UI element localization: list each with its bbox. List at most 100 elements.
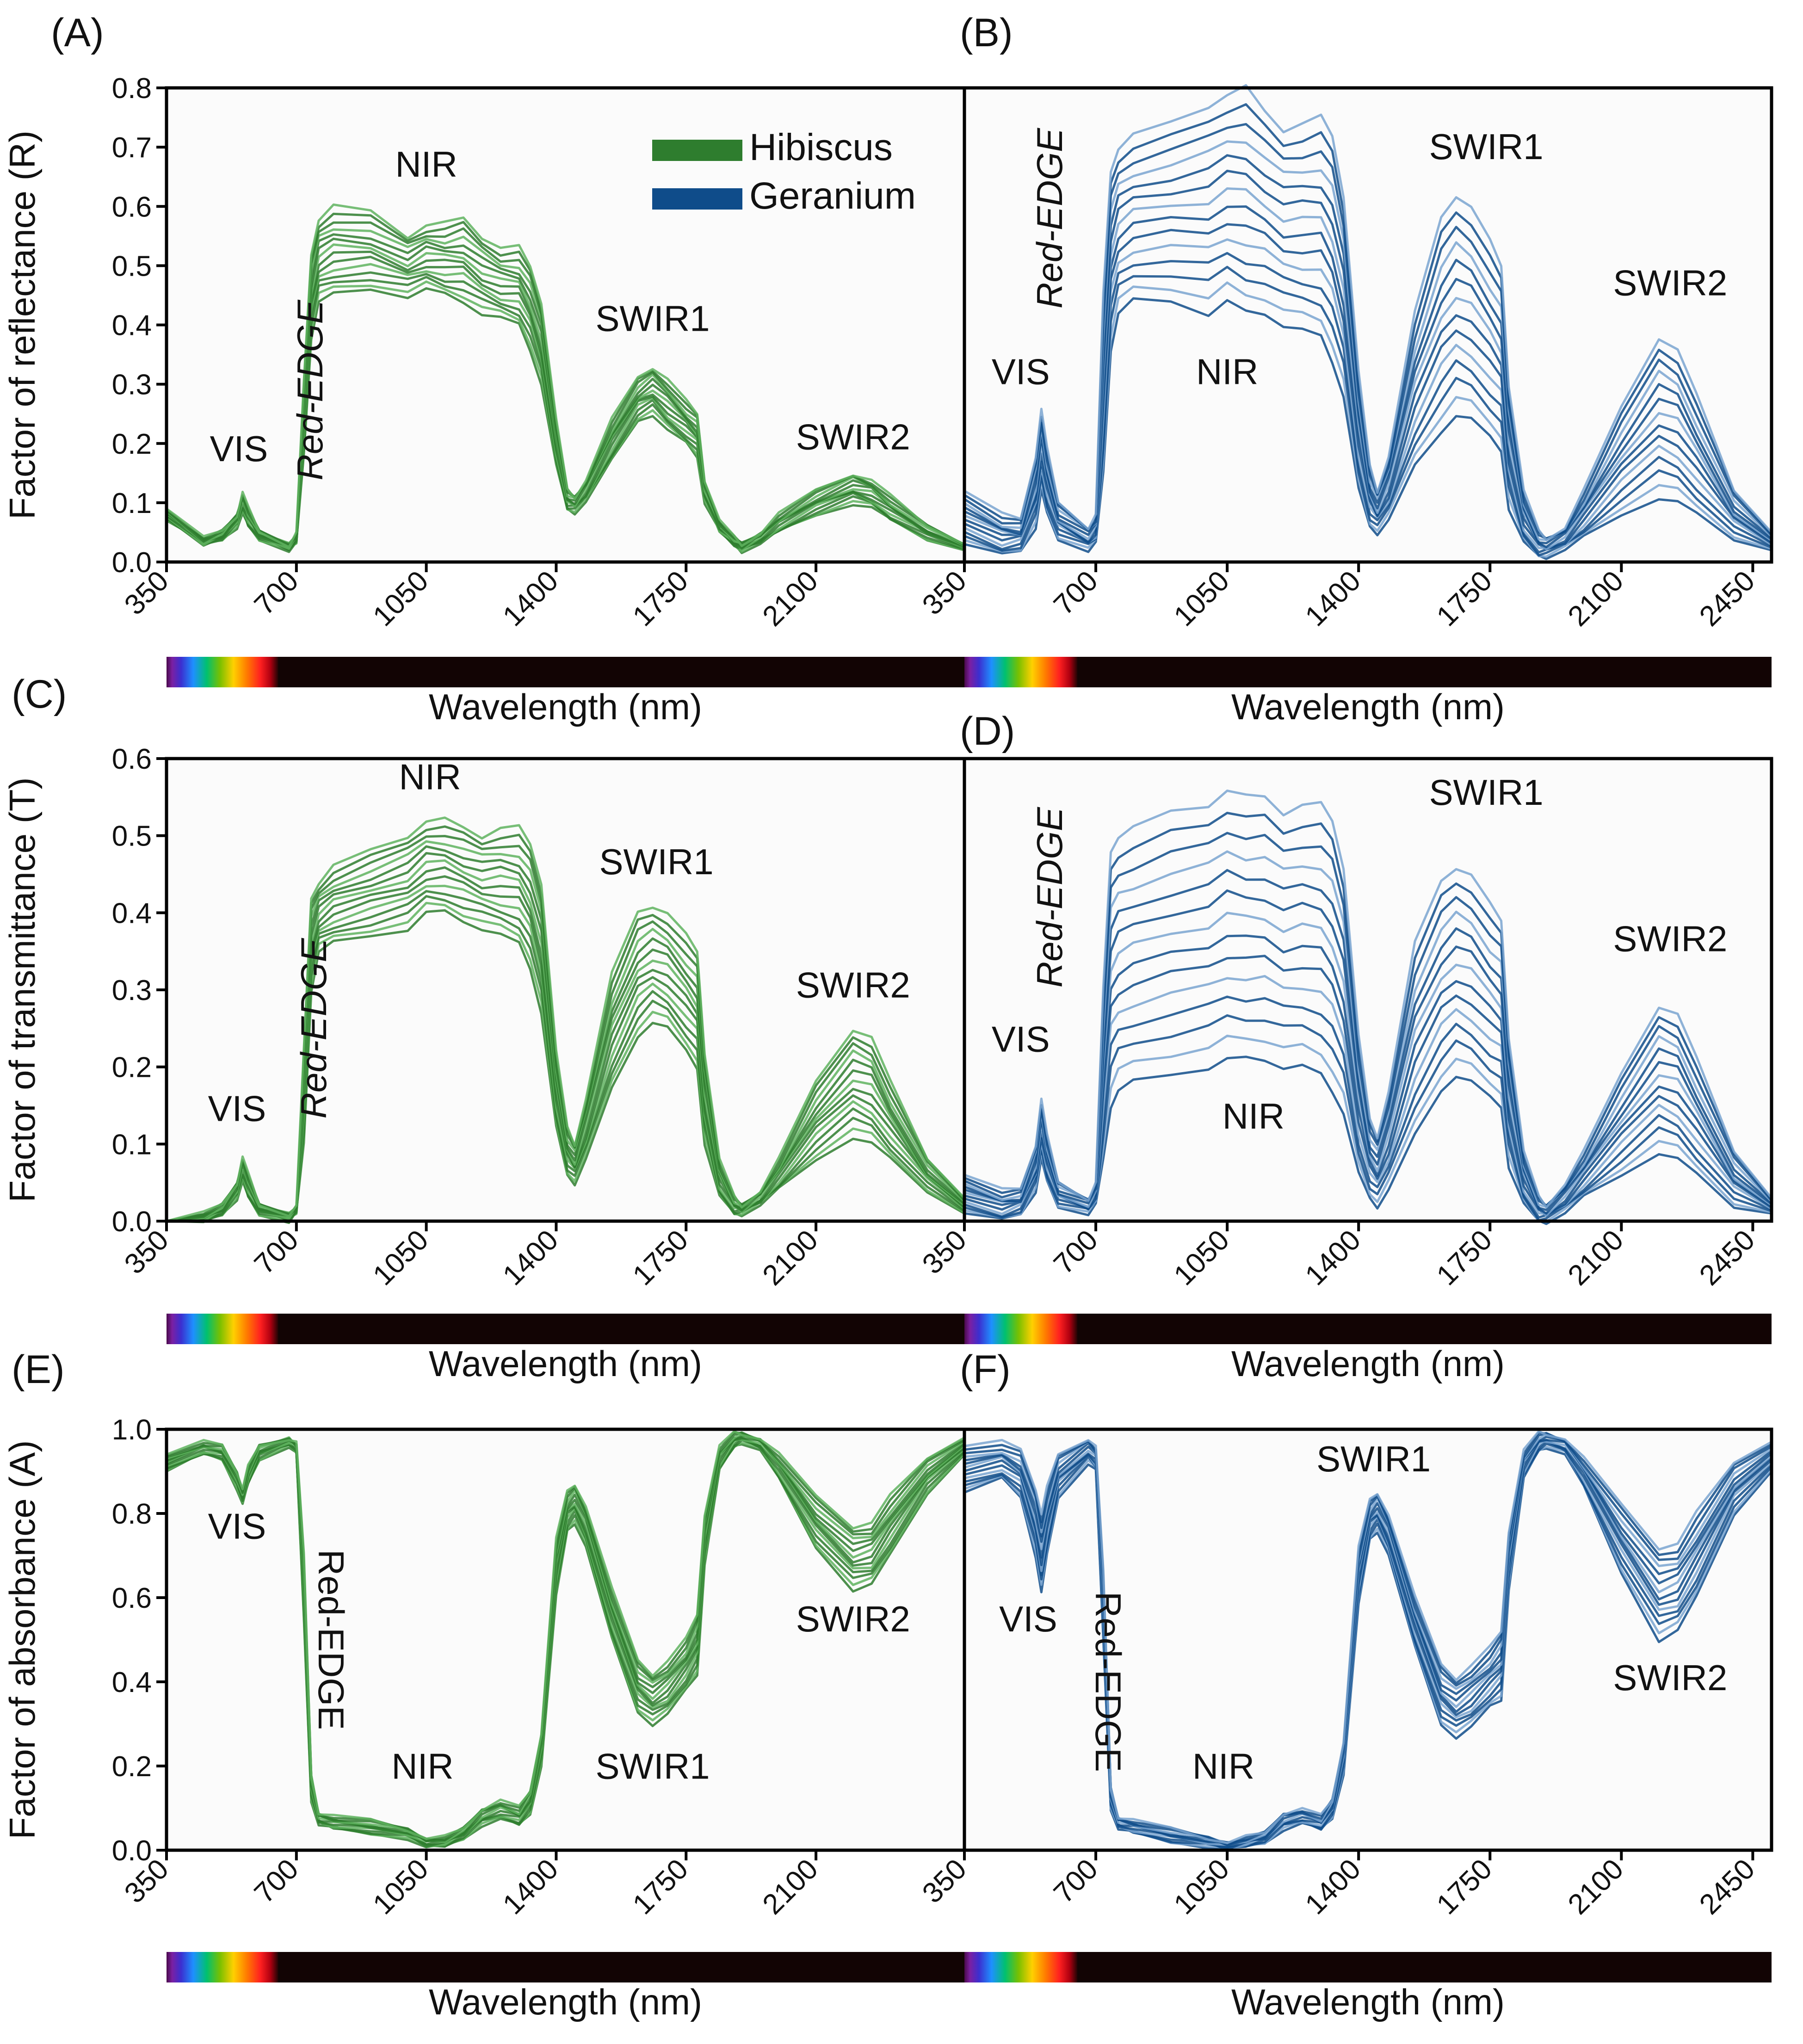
x-tick-label: 2100 [1562, 1853, 1630, 1920]
y-tick-label: 0.6 [112, 191, 152, 223]
x-tick-label: 1050 [1168, 1224, 1235, 1291]
spectrum-bar [964, 1314, 1772, 1344]
y-tick-label: 0.8 [112, 1498, 152, 1530]
plot-frame [963, 1427, 1773, 1852]
band-annotation: VIS [208, 1506, 266, 1547]
band-annotation: NIR [395, 144, 457, 185]
band-annotation: NIR [1223, 1096, 1284, 1136]
x-tick-label: 1050 [367, 1224, 434, 1291]
spectrum-line [964, 934, 1772, 1217]
x-axis-title: Wavelength (nm) [1231, 1343, 1505, 1384]
x-tick-label: 2450 [1693, 565, 1761, 632]
spectrum-bar [167, 657, 964, 687]
band-annotation: Red-EDGE [293, 938, 334, 1118]
y-tick-label: 0.3 [112, 975, 152, 1007]
band-annotation: SWIR1 [596, 298, 710, 339]
y-tick-label: 0.4 [112, 897, 152, 929]
x-tick-label: 1750 [1431, 565, 1498, 632]
y-tick-label: 0.0 [112, 547, 152, 579]
x-tick-label: 1750 [627, 1224, 694, 1291]
y-tick-label: 0.2 [112, 1052, 152, 1084]
x-tick-label: 2100 [757, 565, 824, 632]
band-annotation: VIS [992, 1019, 1050, 1059]
x-tick-label: 2100 [757, 1224, 824, 1291]
plot-area [964, 1429, 1772, 1850]
band-annotation: NIR [399, 757, 461, 797]
y-tick-label: 0.6 [112, 743, 152, 775]
spectrum-line [964, 1056, 1772, 1225]
y-tick-label: 0.2 [112, 428, 152, 460]
band-annotation: NIR [391, 1746, 453, 1786]
y-tick-label: 0.0 [112, 1835, 152, 1867]
panel-label: (D) [960, 709, 1015, 753]
band-annotation: SWIR2 [796, 1599, 910, 1639]
visible-spectrum-segment [964, 657, 1078, 687]
visible-spectrum-segment [964, 1314, 1078, 1344]
band-annotation: VIS [208, 1088, 266, 1129]
spectrum-bar [964, 1952, 1772, 1982]
x-tick-label: 1400 [497, 1224, 564, 1291]
spectrum-bar [964, 657, 1772, 687]
x-tick-label: 1050 [367, 565, 434, 632]
x-tick-label: 2100 [757, 1853, 824, 1920]
band-annotation: SWIR1 [596, 1746, 710, 1786]
legend-label-hibiscus: Hibiscus [749, 126, 893, 168]
plot-frame [963, 757, 1773, 1223]
panel-b: 350 700 1050 1400 1750 2100 2450 (B) VIS Red-EDGE… [916, 11, 1773, 727]
band-annotation: Red-EDGE [290, 299, 330, 480]
panel-label: (E) [12, 1347, 65, 1392]
legend-swatch-hibiscus [652, 140, 742, 161]
x-tick-label: 1050 [1168, 565, 1235, 632]
spectrum-line [964, 1034, 1772, 1223]
y-tick-label: 0.2 [112, 1751, 152, 1783]
y-axis-title: Factor of transmittance (T) [2, 778, 43, 1203]
panel-f: 350 700 1050 1400 1750 2100 2450 (F) VIS Red-EDGE… [916, 1347, 1773, 2022]
spectrum-line [964, 205, 1772, 551]
panel-label: (C) [12, 672, 67, 716]
x-axis-title: Wavelength (nm) [429, 686, 702, 727]
x-tick-label: 1750 [627, 1853, 694, 1920]
band-annotation: VIS [999, 1599, 1057, 1639]
x-axis-title: Wavelength (nm) [1231, 686, 1505, 727]
band-annotation: SWIR2 [1613, 1657, 1727, 1698]
y-tick-label: 0.4 [112, 310, 152, 342]
x-tick-label: 350 [916, 565, 973, 621]
band-annotation: SWIR2 [796, 417, 910, 457]
x-tick-label: 700 [1048, 1853, 1104, 1909]
spectrum-bar [167, 1952, 964, 1982]
spectrum-line [166, 203, 965, 549]
band-annotation: SWIR1 [1316, 1439, 1431, 1479]
x-tick-label: 2100 [1562, 565, 1630, 632]
y-tick-label: 0.0 [112, 1206, 152, 1238]
x-tick-label: 700 [248, 1853, 305, 1909]
spectrum-line [963, 84, 1772, 541]
x-tick-label: 350 [916, 1853, 973, 1909]
band-annotation: VIS [210, 428, 268, 469]
y-tick-label: 0.5 [112, 821, 152, 852]
visible-spectrum-segment [167, 1952, 278, 1982]
panel-label: (B) [960, 11, 1013, 55]
x-tick-label: 700 [248, 1224, 305, 1280]
y-tick-label: 0.4 [112, 1667, 152, 1698]
band-annotation: SWIR2 [796, 965, 910, 1006]
spectrum-line [166, 1430, 965, 1840]
visible-spectrum-segment [167, 657, 278, 687]
band-annotation: VIS [992, 352, 1050, 392]
panel-label: (F) [960, 1347, 1011, 1392]
spectrum-line [964, 790, 1772, 1209]
spectrum-line [964, 187, 1772, 551]
spectrum-line [964, 297, 1772, 560]
y-tick-label: 0.1 [112, 1129, 152, 1161]
band-annotation: SWIR1 [1429, 126, 1544, 167]
x-tick-label: 2100 [1562, 1224, 1630, 1291]
x-axis-title: Wavelength (nm) [429, 1343, 702, 1384]
x-tick-label: 1400 [1299, 1224, 1367, 1291]
spectrum-bar [167, 1314, 964, 1344]
x-tick-label: 1400 [497, 1853, 564, 1920]
spectrum-line [964, 912, 1772, 1217]
plot-area [167, 1429, 964, 1850]
y-tick-label: 0.1 [112, 488, 152, 519]
band-annotation: SWIR1 [599, 841, 714, 882]
